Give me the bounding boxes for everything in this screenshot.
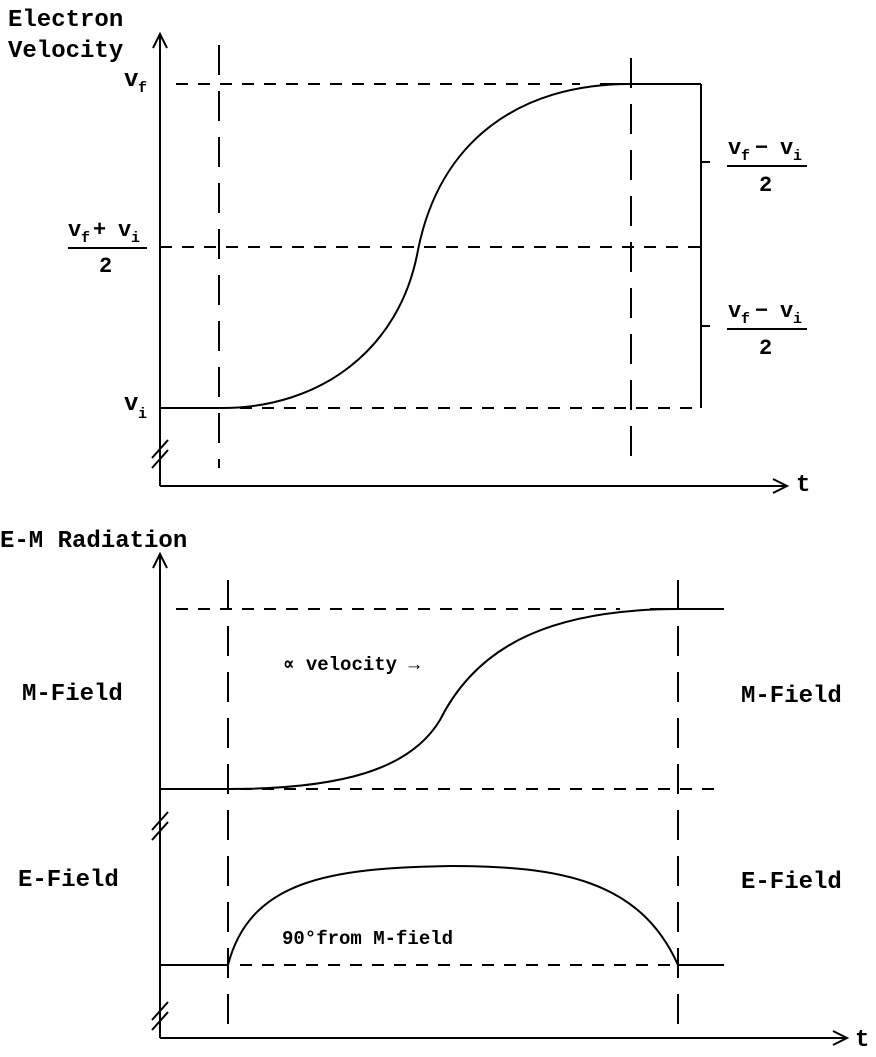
velocity-x-axis-arrow	[772, 478, 790, 494]
e-field-left-label: E-Field	[18, 867, 119, 894]
svg-text:2: 2	[99, 254, 112, 279]
m-field-curve	[227, 608, 681, 790]
velocity-y-axis-arrow	[152, 31, 168, 49]
radiation-x-axis-arrow	[832, 1030, 850, 1046]
m-field-right-label: M-Field	[741, 683, 842, 710]
vi-label: v i	[124, 391, 147, 423]
velocity-proportional-annotation: ∝ velocity →	[283, 654, 420, 676]
upper-half-diff-label: v f − v i 2	[727, 136, 807, 198]
velocity-axis-label-line2: Velocity	[8, 38, 123, 65]
mid-value-label: v f + v i 2	[68, 218, 147, 279]
velocity-x-axis-label: t	[796, 472, 810, 499]
radiation-y-axis-arrow	[152, 551, 168, 569]
svg-text:v: v	[68, 218, 81, 243]
svg-text:f: f	[138, 80, 147, 97]
velocity-curve	[221, 83, 631, 409]
m-field-axis-break	[151, 811, 169, 841]
velocity-panel: Electron Velocity t v f v i v f + v i 2 …	[8, 7, 810, 499]
radiation-panel: E-M Radiation M-Field M-Field E-Field E-…	[0, 528, 869, 1054]
svg-text:2: 2	[759, 173, 772, 198]
svg-text:−: −	[755, 136, 768, 161]
vf-label: v f	[124, 67, 147, 97]
svg-text:f: f	[741, 148, 750, 165]
velocity-axis-break	[151, 439, 169, 469]
velocity-axis-label-line1: Electron	[8, 7, 123, 34]
svg-text:v: v	[780, 136, 793, 161]
e-field-right-label: E-Field	[741, 869, 842, 896]
radiation-title: E-M Radiation	[0, 528, 187, 555]
phase-annotation: 90°from M-field	[282, 928, 453, 950]
m-field-left-label: M-Field	[22, 681, 123, 708]
svg-text:v: v	[118, 218, 131, 243]
e-field-axis-break	[151, 1001, 169, 1031]
svg-text:v: v	[728, 136, 741, 161]
svg-text:f: f	[741, 311, 750, 328]
lower-half-diff-label: v f − v i 2	[727, 299, 807, 361]
svg-text:i: i	[131, 230, 140, 247]
svg-text:+: +	[93, 218, 106, 243]
radiation-x-axis-label: t	[855, 1027, 869, 1054]
e-field-curve	[227, 864, 679, 966]
svg-text:2: 2	[759, 336, 772, 361]
svg-text:v: v	[728, 299, 741, 324]
svg-text:v: v	[124, 391, 138, 418]
svg-text:−: −	[755, 299, 768, 324]
svg-text:i: i	[793, 311, 802, 328]
svg-text:i: i	[793, 148, 802, 165]
svg-text:v: v	[780, 299, 793, 324]
svg-text:v: v	[124, 67, 138, 94]
svg-text:f: f	[81, 230, 90, 247]
svg-text:i: i	[138, 406, 147, 423]
